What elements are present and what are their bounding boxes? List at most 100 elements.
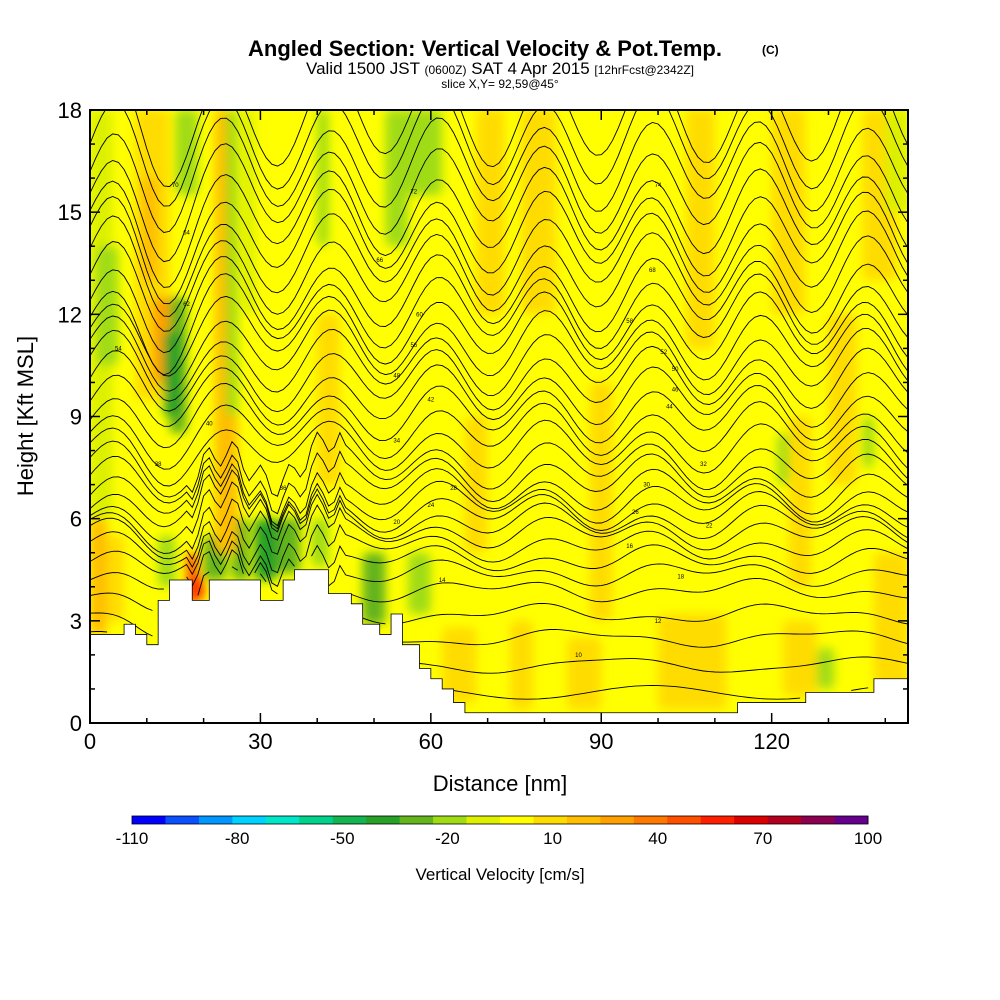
contour-label: 56 (410, 343, 417, 349)
y-tick-label: 0 (70, 711, 82, 736)
colorbar-swatch (767, 816, 802, 824)
contour-label: 48 (393, 374, 400, 380)
x-axis-ticks: 0 30 60 90 120 (84, 110, 887, 754)
isentrope-line (90, 549, 908, 595)
colorbar-swatch (801, 816, 836, 824)
contour-label: 60 (416, 312, 423, 318)
velocity-cell (158, 535, 176, 587)
colorbar-swatch (466, 816, 501, 824)
plot-area: 10 12 14 16 18 20 22 24 26 28 30 32 34 36 38 40 42 44 46 48… (90, 110, 908, 723)
velocity-cell (686, 110, 715, 349)
colorbar-label: Vertical Velocity [cm/s] (415, 865, 584, 884)
contour-label: 30 (643, 483, 650, 489)
velocity-cell (141, 178, 159, 281)
isentrope-line (453, 685, 869, 700)
y-tick-label: 15 (58, 200, 82, 225)
contour-label: 22 (706, 523, 713, 529)
colorbar-tick-label: 40 (648, 829, 667, 848)
y-axis-label: Height [Kft MSL] (13, 336, 38, 496)
y-tick-label: 6 (70, 507, 82, 532)
velocity-cell (464, 416, 488, 553)
isentrope-line (90, 493, 908, 554)
contour-label: 18 (677, 575, 684, 581)
contour-label: 54 (115, 346, 122, 352)
velocity-cell (175, 110, 198, 196)
velocity-cell (777, 433, 789, 485)
y-tick-label: 18 (58, 98, 82, 123)
contour-label: 34 (393, 438, 400, 444)
colorbar-tick-label: -110 (116, 829, 149, 848)
velocity-cell (226, 110, 238, 417)
velocity-cell (317, 314, 340, 485)
contour-label: 50 (672, 367, 679, 373)
velocity-cell (311, 518, 329, 567)
colorbar-swatch (700, 816, 735, 824)
isentrope-line (90, 166, 908, 288)
colorbar-tick-label: 70 (753, 829, 772, 848)
colorbar-swatch (198, 816, 233, 824)
colorbar-swatch (399, 816, 434, 824)
contour-label: 10 (575, 653, 582, 659)
contour-label: 12 (655, 619, 662, 625)
isentrope-line (90, 327, 908, 402)
contour-label: 74 (655, 183, 662, 189)
colorbar-tick-label: -20 (435, 829, 460, 848)
valid-time: Valid 1500 JST (306, 59, 420, 78)
isentrope-line (90, 504, 908, 561)
velocity-cell (567, 637, 602, 710)
contour-label: 64 (183, 231, 190, 237)
colorbar-swatch (633, 816, 668, 824)
contour-label: 42 (427, 397, 434, 403)
isentrope-line (90, 481, 908, 543)
colorbar-swatch (232, 816, 267, 824)
colorbar-swatch (165, 816, 200, 824)
y-tick-label: 9 (70, 405, 82, 430)
velocity-cell (658, 614, 727, 710)
velocity-cell (862, 416, 874, 468)
isentrope-line (90, 141, 908, 263)
isentrope-line (90, 566, 908, 611)
colorbar-tick-label: -50 (330, 829, 355, 848)
velocity-cell (783, 620, 818, 696)
velocity-cell (402, 110, 443, 196)
isentrope-line (90, 110, 908, 188)
isentropes (90, 110, 908, 700)
valid-date: SAT 4 Apr 2015 (471, 59, 589, 78)
isentrope-line (90, 523, 908, 574)
contour-label: 20 (393, 520, 400, 526)
velocity-cell (317, 110, 329, 247)
x-tick-label: 60 (419, 729, 443, 754)
contour-label: 70 (172, 183, 179, 189)
contour-label: 72 (410, 190, 417, 196)
isentrope-line (90, 291, 908, 377)
contour-label: 28 (450, 486, 457, 492)
velocity-cell (589, 382, 613, 621)
contour-label: 46 (672, 387, 679, 393)
isentrope-line (90, 431, 908, 498)
contour-label: 66 (376, 258, 383, 264)
x-tick-label: 30 (248, 729, 272, 754)
velocity-cell (828, 314, 857, 485)
colorbar-swatch (366, 816, 401, 824)
terrain-outline (90, 569, 908, 714)
colorbar-swatch (533, 816, 568, 824)
contour-label: 32 (700, 462, 707, 468)
isentrope-line (90, 540, 908, 587)
chart-subtitle: Valid 1500 JST (0600Z) SAT 4 Apr 2015 [1… (306, 59, 694, 78)
colorbar-swatch (566, 816, 601, 824)
contour-labels: 10 12 14 16 18 20 22 24 26 28 30 32 34 36 38 40 42 44 46 48… (115, 183, 713, 659)
colorbar-swatch (734, 816, 769, 824)
isentrope-line (90, 401, 908, 470)
colorbar-swatch (299, 816, 334, 824)
contour-label: 16 (626, 544, 633, 550)
valid-utc: (0600Z) (424, 63, 466, 77)
velocity-cell (254, 518, 278, 580)
isentrope-line (90, 364, 908, 428)
isentrope-line (90, 232, 908, 332)
contour-label: 68 (649, 268, 656, 274)
isentrope-line (90, 254, 908, 354)
isentrope-line (90, 469, 908, 530)
contour-label: 26 (632, 510, 639, 516)
